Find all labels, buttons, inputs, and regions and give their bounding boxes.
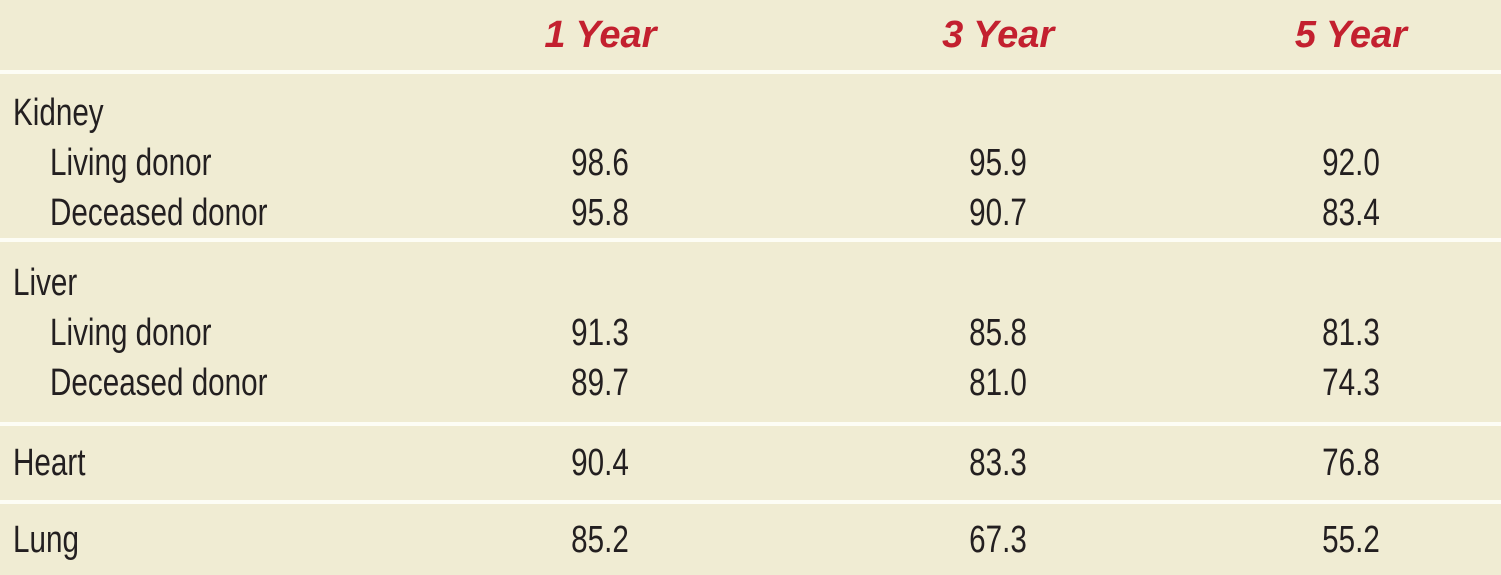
table-row-kidney-living: Living donor 98.6 95.9 92.0	[0, 138, 1501, 188]
value-text: 85.2	[571, 519, 630, 561]
group-label: Heart	[0, 444, 405, 482]
group-label-text: Kidney	[13, 92, 104, 134]
table-row-liver: Liver	[0, 258, 1501, 308]
section-liver: Liver Living donor 91.3 85.8 81.3 Deceas…	[0, 238, 1501, 422]
value-text: 76.8	[1322, 442, 1380, 484]
value-cell: 83.3	[796, 444, 1201, 482]
value-cell: 95.9	[796, 144, 1201, 182]
value-cell: 55.2	[1201, 521, 1501, 559]
value-cell: 89.7	[405, 364, 795, 402]
row-label-text: Deceased donor	[50, 362, 268, 404]
group-label: Lung	[0, 521, 405, 559]
group-label-text: Heart	[13, 442, 86, 484]
value-cell: 95.8	[405, 194, 795, 232]
table-header-row: 1 Year 3 Year 5 Year	[0, 0, 1501, 70]
value-cell: 91.3	[405, 314, 795, 352]
group-label-text: Liver	[13, 262, 78, 304]
value-text: 81.3	[1322, 312, 1380, 354]
value-cell: 90.4	[405, 444, 795, 482]
value-cell: 85.2	[405, 521, 795, 559]
table-row-liver-deceased: Deceased donor 89.7 81.0 74.3	[0, 358, 1501, 408]
value-text: 95.9	[969, 142, 1027, 184]
row-label-text: Living donor	[50, 142, 212, 184]
group-label-text: Lung	[13, 519, 79, 561]
value-text: 55.2	[1322, 519, 1380, 561]
value-cell: 83.4	[1201, 194, 1501, 232]
value-text: 83.4	[1322, 192, 1380, 234]
value-text: 95.8	[571, 192, 630, 234]
section-heart: Heart 90.4 83.3 76.8	[0, 422, 1501, 500]
row-label-text: Deceased donor	[50, 192, 268, 234]
table-row-kidney-deceased: Deceased donor 95.8 90.7 83.4	[0, 188, 1501, 238]
column-header-1-year: 1 Year	[544, 14, 657, 56]
value-text: 90.7	[969, 192, 1027, 234]
value-cell: 81.0	[796, 364, 1201, 402]
row-label: Living donor	[0, 314, 405, 352]
table-row-lung: Lung 85.2 67.3 55.2	[0, 515, 1501, 565]
table-row-heart: Heart 90.4 83.3 76.8	[0, 438, 1501, 488]
table-row-liver-living: Living donor 91.3 85.8 81.3	[0, 308, 1501, 358]
value-text: 92.0	[1322, 142, 1380, 184]
value-text: 91.3	[571, 312, 630, 354]
value-cell: 81.3	[1201, 314, 1501, 352]
value-text: 83.3	[969, 442, 1027, 484]
row-label-text: Living donor	[50, 312, 212, 354]
row-label: Deceased donor	[0, 364, 405, 402]
value-cell: 98.6	[405, 144, 795, 182]
group-label: Liver	[0, 264, 405, 302]
section-kidney: Kidney Living donor 98.6 95.9 92.0 Decea…	[0, 70, 1501, 238]
section-lung: Lung 85.2 67.3 55.2	[0, 500, 1501, 575]
value-text: 74.3	[1322, 362, 1380, 404]
value-cell: 85.8	[796, 314, 1201, 352]
row-label: Living donor	[0, 144, 405, 182]
value-text: 90.4	[571, 442, 630, 484]
column-header-5-year: 5 Year	[1294, 14, 1407, 56]
value-cell: 76.8	[1201, 444, 1501, 482]
row-label: Deceased donor	[0, 194, 405, 232]
value-text: 85.8	[969, 312, 1027, 354]
column-header-3-year: 3 Year	[942, 14, 1055, 56]
group-label: Kidney	[0, 94, 405, 132]
value-cell: 92.0	[1201, 144, 1501, 182]
value-text: 81.0	[969, 362, 1027, 404]
value-cell: 67.3	[796, 521, 1201, 559]
value-text: 67.3	[969, 519, 1027, 561]
value-text: 89.7	[571, 362, 630, 404]
value-cell: 90.7	[796, 194, 1201, 232]
table-row-kidney: Kidney	[0, 88, 1501, 138]
value-cell: 74.3	[1201, 364, 1501, 402]
value-text: 98.6	[571, 142, 630, 184]
